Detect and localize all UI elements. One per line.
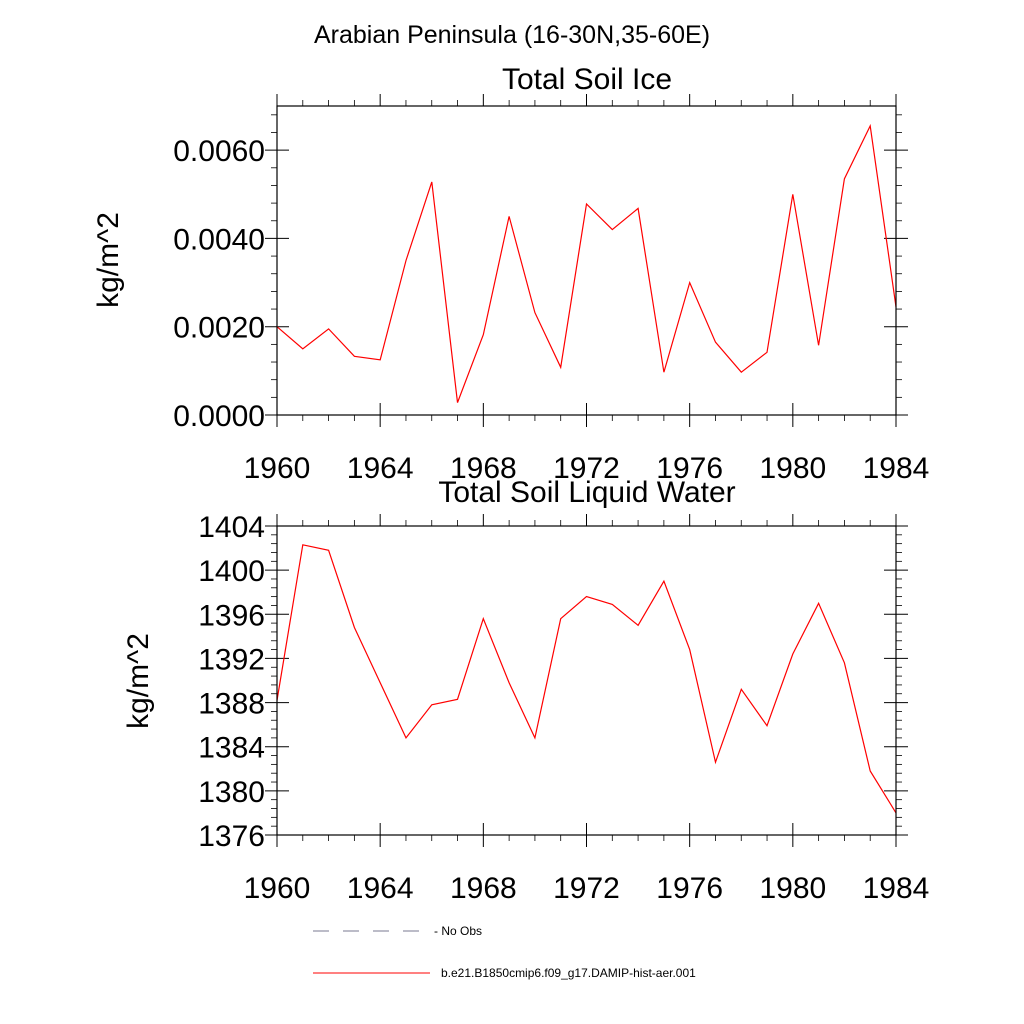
y-tick-label: 0.0020	[173, 312, 265, 345]
x-tick-label: 1980	[759, 872, 826, 905]
y-axis-label: kg/m^2	[122, 633, 155, 729]
x-tick-label: 1976	[656, 452, 723, 485]
y-tick-label: 1376	[198, 820, 265, 853]
chart-title: Total Soil Ice	[502, 63, 672, 96]
series-line	[276, 123, 897, 403]
y-tick-label: 1388	[198, 688, 265, 721]
x-tick-label: 1984	[863, 872, 930, 905]
x-tick-label: 1972	[553, 452, 620, 485]
x-tick-label: 1968	[450, 872, 517, 905]
series-line	[276, 544, 897, 814]
legend: - No Obs b.e21.B1850cmip6.f09_g17.DAMIP-…	[313, 924, 696, 980]
x-tick-label: 1984	[863, 452, 930, 485]
y-axis-label: kg/m^2	[92, 212, 125, 308]
y-tick-label: 1396	[198, 599, 265, 632]
legend-label: b.e21.B1850cmip6.f09_g17.DAMIP-hist-aer.…	[441, 966, 696, 980]
chart-panel-soil-liquid-water: Total Soil Liquid Water kg/m^2 1960 1964 1…	[122, 476, 929, 905]
page-title: Arabian Peninsula (16-30N,35-60E)	[314, 21, 710, 49]
legend-item-no-obs: - No Obs	[313, 924, 482, 938]
legend-label: - No Obs	[434, 924, 482, 938]
y-tick-label: 0.0000	[173, 400, 265, 433]
x-tick-label: 1960	[244, 872, 311, 905]
y-tick-label: 0.0060	[173, 135, 265, 168]
legend-item-model-run: b.e21.B1850cmip6.f09_g17.DAMIP-hist-aer.…	[313, 966, 696, 980]
x-tick-label: 1964	[347, 452, 414, 485]
x-tick-label: 1960	[244, 452, 311, 485]
x-tick-label: 1980	[759, 452, 826, 485]
y-tick-label: 0.0040	[173, 223, 265, 256]
y-tick-label: 1400	[198, 555, 265, 588]
chart-panel-soil-ice: Total Soil Ice kg/m^2 1960 1964 1968 1972 19…	[92, 63, 929, 485]
y-tick-label: 1404	[198, 511, 265, 544]
y-tick-label: 1380	[198, 776, 265, 809]
x-tick-label: 1972	[553, 872, 620, 905]
plot-frame	[276, 525, 897, 836]
x-tick-label: 1968	[450, 452, 517, 485]
y-tick-label: 1392	[198, 643, 265, 676]
x-tick-label: 1976	[656, 872, 723, 905]
chart-title: Total Soil Liquid Water	[438, 476, 735, 509]
x-tick-label: 1964	[347, 872, 414, 905]
y-tick-label: 1384	[198, 732, 265, 765]
plot-frame	[276, 105, 897, 416]
